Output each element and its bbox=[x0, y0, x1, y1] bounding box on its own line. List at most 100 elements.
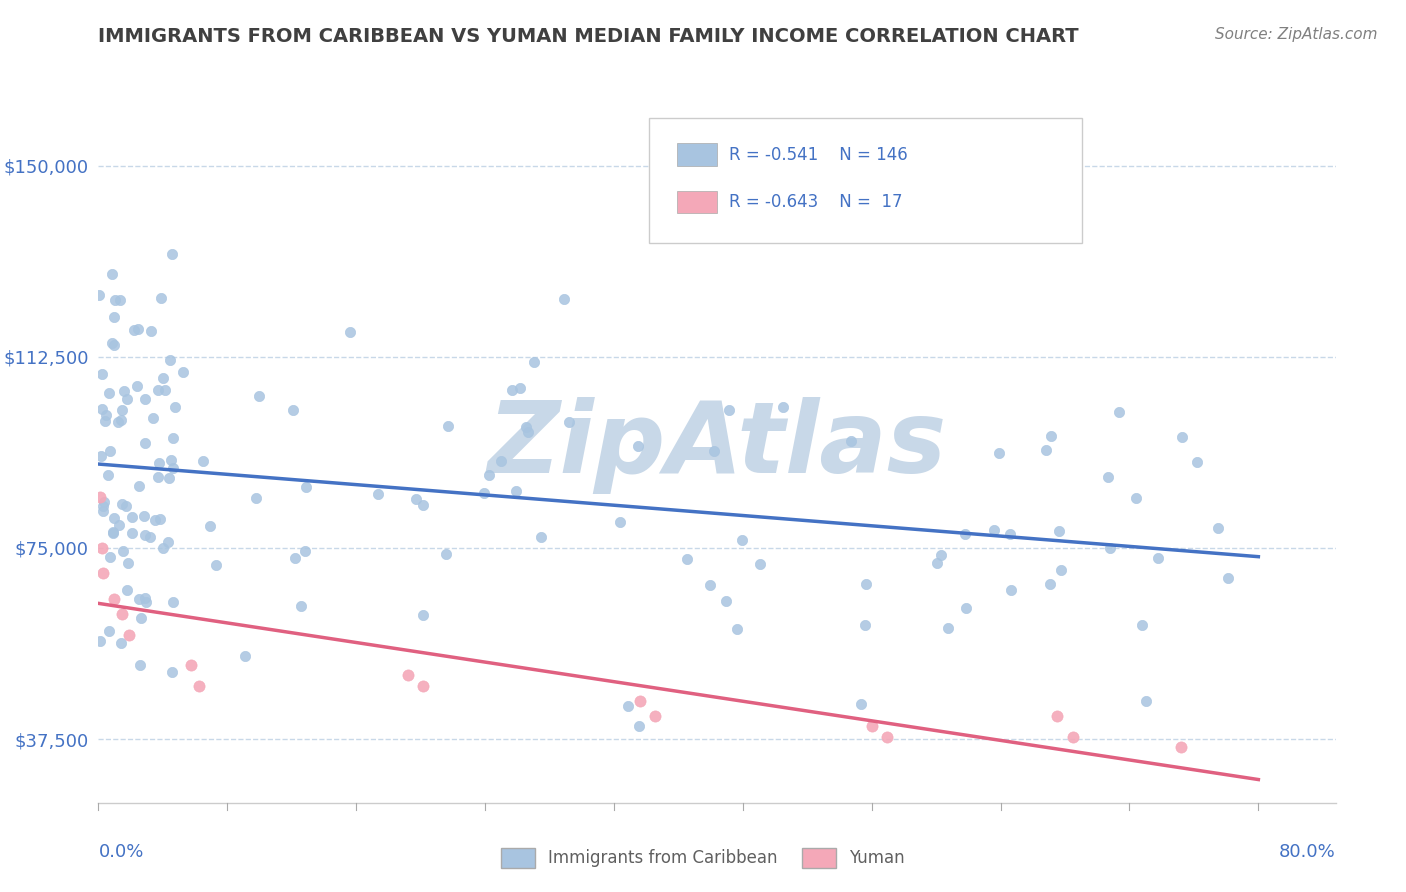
Text: R = -0.643    N =  17: R = -0.643 N = 17 bbox=[730, 193, 903, 211]
Point bbox=[180, 658, 202, 673]
Point bbox=[129, 611, 152, 625]
Point bbox=[627, 439, 650, 453]
Point bbox=[115, 392, 138, 406]
Point bbox=[284, 551, 307, 566]
Point bbox=[162, 595, 184, 609]
Legend: Immigrants from Caribbean, Yuman: Immigrants from Caribbean, Yuman bbox=[495, 841, 911, 875]
Point bbox=[515, 420, 537, 434]
Point bbox=[876, 730, 898, 744]
Point bbox=[160, 247, 183, 261]
Point bbox=[412, 607, 434, 622]
Point bbox=[91, 367, 114, 381]
Point bbox=[111, 497, 134, 511]
Point bbox=[367, 486, 389, 500]
Point bbox=[121, 526, 143, 541]
Point bbox=[396, 668, 419, 682]
Point bbox=[93, 504, 115, 518]
Point bbox=[233, 648, 256, 663]
Point bbox=[143, 513, 166, 527]
Point bbox=[1171, 430, 1194, 444]
Point bbox=[855, 576, 877, 591]
Point bbox=[87, 288, 110, 302]
Text: 80.0%: 80.0% bbox=[1279, 843, 1336, 861]
Point bbox=[530, 530, 553, 544]
Point bbox=[725, 622, 748, 636]
Point bbox=[1039, 576, 1062, 591]
Point bbox=[134, 528, 156, 542]
Point bbox=[936, 621, 959, 635]
Point bbox=[247, 388, 270, 402]
Point bbox=[118, 627, 141, 641]
Point bbox=[245, 491, 267, 506]
Point bbox=[103, 338, 125, 352]
Point bbox=[134, 392, 156, 406]
Point bbox=[437, 419, 460, 434]
Point bbox=[553, 292, 575, 306]
Point bbox=[134, 508, 156, 523]
Point bbox=[405, 492, 427, 507]
Point bbox=[111, 543, 134, 558]
Point bbox=[141, 324, 163, 338]
Point bbox=[1130, 618, 1153, 632]
Point bbox=[89, 490, 111, 504]
Point bbox=[91, 566, 114, 581]
Point bbox=[853, 618, 876, 632]
Point bbox=[149, 291, 172, 305]
Point bbox=[294, 480, 316, 494]
Point bbox=[90, 402, 112, 417]
Point bbox=[1099, 541, 1122, 555]
Point bbox=[117, 556, 139, 570]
Point bbox=[851, 697, 873, 711]
Point bbox=[142, 411, 165, 425]
Text: R = -0.541    N = 146: R = -0.541 N = 146 bbox=[730, 146, 908, 164]
Point bbox=[134, 435, 156, 450]
Point bbox=[129, 657, 152, 672]
Point bbox=[90, 541, 112, 555]
Point bbox=[163, 401, 186, 415]
Point bbox=[281, 403, 304, 417]
Point bbox=[115, 500, 138, 514]
Point bbox=[107, 415, 129, 429]
Point bbox=[509, 381, 531, 395]
Point bbox=[100, 267, 122, 281]
FancyBboxPatch shape bbox=[678, 191, 717, 213]
Point bbox=[628, 694, 651, 708]
Point bbox=[148, 456, 170, 470]
FancyBboxPatch shape bbox=[650, 118, 1083, 243]
Point bbox=[731, 533, 754, 547]
Point bbox=[609, 515, 631, 529]
Point bbox=[94, 414, 117, 428]
Point bbox=[103, 591, 125, 606]
Point bbox=[491, 454, 513, 468]
Point bbox=[157, 471, 180, 485]
Point bbox=[117, 583, 139, 598]
Point bbox=[108, 293, 131, 308]
Text: Source: ZipAtlas.com: Source: ZipAtlas.com bbox=[1215, 27, 1378, 42]
Point bbox=[204, 558, 226, 572]
Point bbox=[110, 412, 132, 426]
Point bbox=[160, 453, 183, 467]
Point bbox=[101, 525, 124, 540]
Point bbox=[478, 467, 501, 482]
Point bbox=[1062, 730, 1084, 744]
Point bbox=[89, 633, 111, 648]
Point bbox=[148, 470, 170, 484]
Text: ZipAtlas: ZipAtlas bbox=[488, 398, 946, 494]
Point bbox=[152, 371, 174, 385]
Point bbox=[434, 547, 457, 561]
Point bbox=[134, 591, 156, 605]
Point bbox=[703, 443, 725, 458]
Point bbox=[1047, 524, 1070, 538]
Point bbox=[501, 383, 523, 397]
Point bbox=[1000, 582, 1022, 597]
Point bbox=[290, 599, 312, 613]
Point bbox=[953, 527, 976, 541]
Point bbox=[90, 449, 112, 463]
Point bbox=[111, 402, 134, 417]
Point bbox=[101, 525, 124, 540]
Point bbox=[98, 624, 121, 638]
Point bbox=[135, 595, 157, 609]
Point bbox=[149, 512, 172, 526]
Point bbox=[125, 379, 148, 393]
Point bbox=[925, 557, 948, 571]
